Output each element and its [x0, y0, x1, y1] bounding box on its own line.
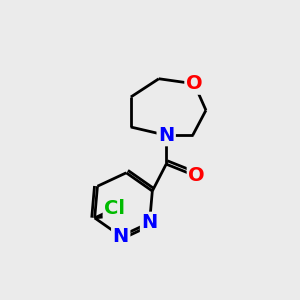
Text: N: N	[141, 213, 158, 232]
Text: Cl: Cl	[104, 199, 125, 218]
Text: O: O	[186, 74, 202, 93]
Text: N: N	[112, 227, 129, 246]
Text: O: O	[188, 166, 205, 185]
Text: N: N	[158, 126, 174, 145]
